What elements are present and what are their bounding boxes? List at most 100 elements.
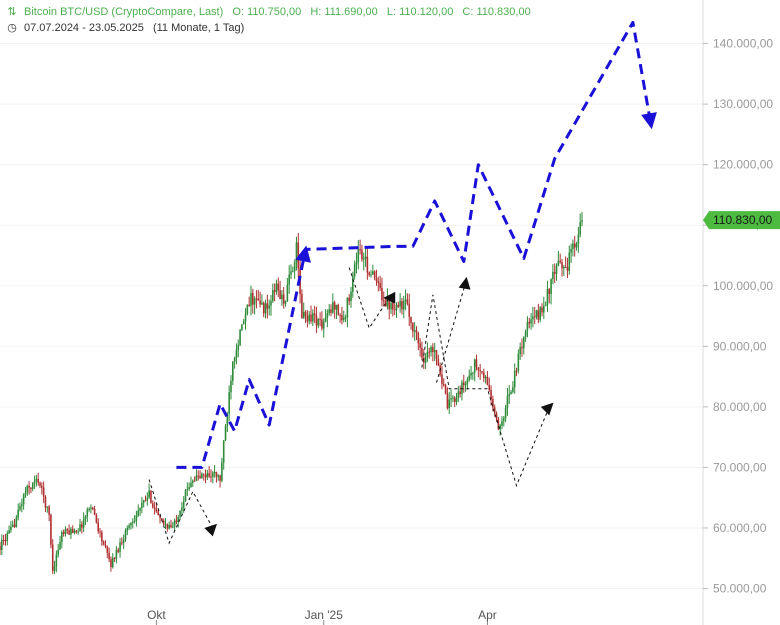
candle [215,471,218,483]
candle [53,560,56,575]
candle [466,376,469,390]
candle [441,366,443,390]
candle [242,319,245,325]
candle [148,483,150,499]
date-range: 07.07.2024 - 23.05.2025 [24,22,144,34]
candle [193,476,196,482]
y-tick-label: 90.000,00 [713,339,767,353]
candle [308,311,310,325]
candle [537,303,540,324]
candle [124,528,127,542]
candle [563,265,565,276]
candle [179,510,181,520]
y-tick-label: 70.000,00 [713,460,767,474]
candle [341,306,343,325]
chart-header: ⇅ Bitcoin BTC/USD (CryptoCompare, Last) O… [6,5,537,18]
projection [176,20,657,469]
last-price-marker: 110.830,00 [703,211,780,230]
candle [312,309,314,327]
candle [332,293,334,314]
candle [328,304,330,316]
candle [10,521,12,533]
candle [8,525,10,534]
candle [402,295,405,319]
candle [99,528,101,538]
candle [151,500,154,509]
candle [13,519,16,529]
candle [375,269,378,286]
candle [35,474,38,487]
candle [442,378,445,387]
candle [22,493,25,510]
candle [455,392,458,406]
candle [506,387,509,416]
candle [530,313,532,330]
candle [88,507,90,512]
candle [426,342,429,363]
candle [317,318,320,329]
candle [115,546,118,564]
candle [532,306,534,328]
candle [435,349,438,366]
candle [344,314,347,322]
candle [517,349,520,374]
range-duration: (11 Monate, 1 Tag) [152,22,245,34]
close-value: C: 110.830,00 [462,6,531,18]
candle [4,533,7,546]
candle [2,534,5,546]
candle [15,514,18,528]
candle [333,300,336,319]
candle [126,525,129,536]
candle [581,211,583,227]
candle [352,271,354,298]
candle [252,288,254,314]
candle [150,490,152,504]
candle [77,528,80,535]
candle [210,469,212,483]
candle [186,482,189,497]
candle [361,244,363,262]
candle [50,513,52,549]
candle [19,502,21,512]
candle [510,390,512,395]
candle [552,264,554,285]
candle [211,470,214,484]
candle [195,469,198,482]
candle [330,304,332,317]
candle [233,356,236,369]
last-price-label: 110.830,00 [713,213,772,227]
candle [410,316,412,330]
candle [393,303,396,315]
candle [264,299,267,319]
candle [444,383,447,395]
candle [490,385,492,406]
candle [102,540,105,546]
candle [468,369,471,382]
candle [261,294,263,305]
candle [255,290,258,309]
time-axis: Okt Jan '25 Apr [147,608,497,625]
candle [175,515,178,525]
candle [321,311,323,331]
candle [122,534,125,550]
candle [144,495,147,502]
candle [415,326,418,341]
candle [17,503,19,521]
candle [561,258,563,277]
candle [26,484,29,497]
candle [482,368,485,383]
candle [326,309,329,328]
x-tick-label: Jan '25 [305,608,344,622]
y-tick-label: 50.000,00 [713,582,767,596]
candle [395,302,398,318]
candles [0,211,583,575]
candle [59,535,61,551]
candle [481,371,483,375]
candle [117,547,120,554]
candle [57,543,59,558]
projection-line [176,20,653,469]
candle [493,404,496,417]
y-tick-label: 60.000,00 [713,521,767,535]
candle [266,294,269,319]
